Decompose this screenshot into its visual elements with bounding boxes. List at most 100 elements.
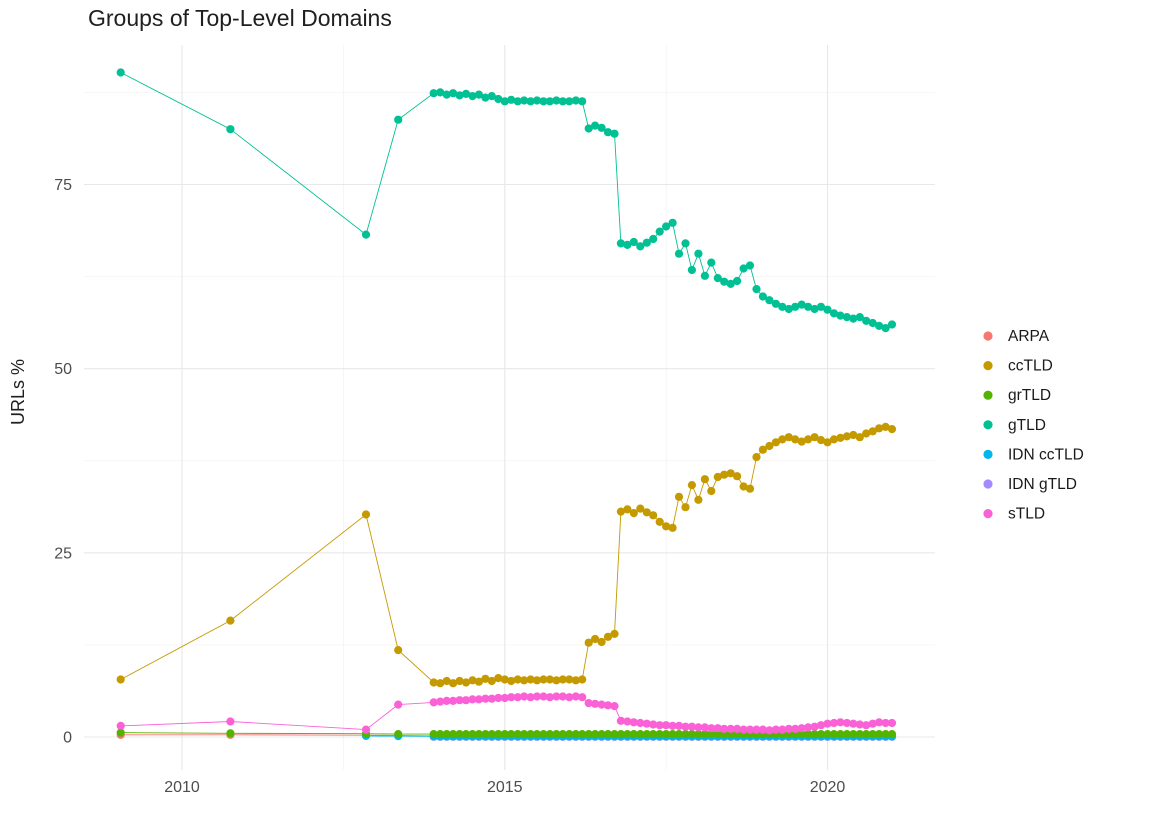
data-point-grTLD — [681, 730, 690, 739]
data-point-grTLD — [823, 730, 832, 739]
data-point-gTLD — [791, 302, 800, 311]
data-point-grTLD — [584, 730, 593, 739]
data-point-grTLD — [552, 730, 561, 739]
data-point-ccTLD — [461, 678, 471, 687]
data-point-gTLD — [500, 97, 509, 106]
data-point-sTLD — [539, 692, 548, 701]
data-point-gTLD — [539, 97, 548, 106]
data-point-gTLD — [849, 314, 858, 323]
data-point-gTLD — [226, 125, 235, 134]
data-point-sTLD — [771, 725, 781, 734]
data-point-gTLD — [836, 311, 845, 320]
data-point-grTLD — [571, 730, 580, 739]
data-point-sTLD — [668, 721, 677, 731]
data-point-grTLD — [565, 730, 574, 739]
data-point-ccTLD — [558, 675, 567, 684]
data-point-grTLD — [455, 730, 464, 739]
data-point-ccTLD — [726, 469, 735, 478]
data-point-sTLD — [436, 697, 445, 706]
data-point-grTLD — [526, 730, 535, 739]
data-point-sTLD — [455, 696, 464, 705]
data-point-grTLD — [649, 730, 658, 739]
data-point-gTLD — [578, 97, 587, 106]
data-point-gTLD — [887, 320, 897, 329]
data-point-grTLD — [655, 730, 664, 739]
data-point-sTLD — [765, 726, 774, 735]
data-point-ccTLD — [875, 424, 884, 433]
data-point-sTLD — [571, 692, 580, 701]
legend: ARPA ccTLD grTLD gTLD IDN ccTLD IDN gTLD sTLD — [983, 328, 1084, 523]
data-point-ccTLD — [526, 675, 535, 684]
data-point-gTLD — [565, 97, 574, 106]
data-point-gTLD — [778, 302, 787, 311]
data-point-grTLD — [578, 730, 587, 739]
data-point-gTLD — [713, 274, 722, 283]
data-point-sTLD — [791, 724, 800, 734]
data-point-ccTLD — [481, 674, 490, 683]
legend-item-IDN-gTLD: IDN gTLD — [983, 476, 1077, 493]
legend-swatch-grTLD-icon — [983, 390, 993, 400]
data-point-gTLD — [752, 285, 761, 294]
data-point-gTLD — [597, 123, 606, 132]
data-point-sTLD — [752, 725, 761, 734]
legend-swatch-IDN-gTLD-icon — [983, 479, 993, 489]
data-point-gTLD — [558, 97, 567, 106]
data-point-sTLD — [487, 694, 496, 703]
x-tick-label-2020: 2020 — [810, 779, 846, 796]
data-point-gTLD — [823, 305, 832, 314]
data-point-ccTLD — [545, 675, 555, 684]
data-point-ccTLD — [394, 646, 403, 655]
data-point-ccTLD — [474, 677, 483, 686]
data-point-gTLD — [655, 227, 664, 236]
data-point-ccTLD — [668, 523, 677, 532]
data-point-ccTLD — [429, 678, 438, 687]
data-point-sTLD — [513, 693, 522, 702]
data-point-gTLD — [468, 92, 477, 101]
data-point-grTLD — [707, 730, 716, 739]
data-point-grTLD — [616, 730, 626, 739]
data-point-sTLD — [836, 718, 845, 727]
data-point-ccTLD — [636, 504, 645, 513]
data-point-gTLD — [726, 279, 735, 288]
data-point-ccTLD — [655, 517, 664, 527]
data-point-ccTLD — [733, 472, 742, 481]
data-point-sTLD — [116, 721, 125, 731]
data-point-sTLD — [862, 721, 871, 730]
data-point-grTLD — [591, 730, 600, 739]
data-point-ccTLD — [862, 429, 871, 438]
data-point-sTLD — [662, 721, 671, 730]
data-point-sTLD — [526, 693, 535, 702]
data-point-sTLD — [500, 693, 509, 703]
series-sTLD — [116, 692, 897, 735]
data-point-ccTLD — [565, 675, 574, 684]
data-point-ccTLD — [449, 679, 458, 688]
data-point-grTLD — [887, 730, 897, 739]
data-point-grTLD — [449, 730, 458, 739]
data-point-gTLD — [771, 299, 781, 308]
data-point-grTLD — [636, 730, 645, 739]
data-point-gTLD — [629, 237, 638, 247]
data-point-sTLD — [578, 693, 587, 702]
data-point-gTLD — [810, 304, 819, 314]
legend-swatch-sTLD-icon — [983, 508, 993, 519]
data-point-gTLD — [532, 96, 542, 105]
data-point-gTLD — [842, 313, 852, 322]
y-tick-label-75: 75 — [54, 177, 72, 194]
data-point-gTLD — [636, 242, 645, 251]
data-point-sTLD — [565, 693, 574, 702]
data-point-gTLD — [862, 316, 871, 325]
data-point-sTLD — [507, 693, 516, 702]
data-point-grTLD — [442, 730, 451, 739]
series-line-gTLD — [120, 72, 893, 329]
data-point-sTLD — [494, 693, 503, 703]
data-point-sTLD — [784, 724, 793, 734]
data-point-gTLD — [739, 264, 748, 273]
data-point-sTLD — [449, 696, 458, 706]
data-point-ccTLD — [442, 676, 451, 686]
data-point-gTLD — [868, 318, 877, 328]
data-point-ccTLD — [694, 495, 703, 504]
legend-label-grTLD: grTLD — [1008, 387, 1051, 404]
data-point-grTLD — [687, 730, 697, 739]
data-point-gTLD — [481, 93, 490, 102]
